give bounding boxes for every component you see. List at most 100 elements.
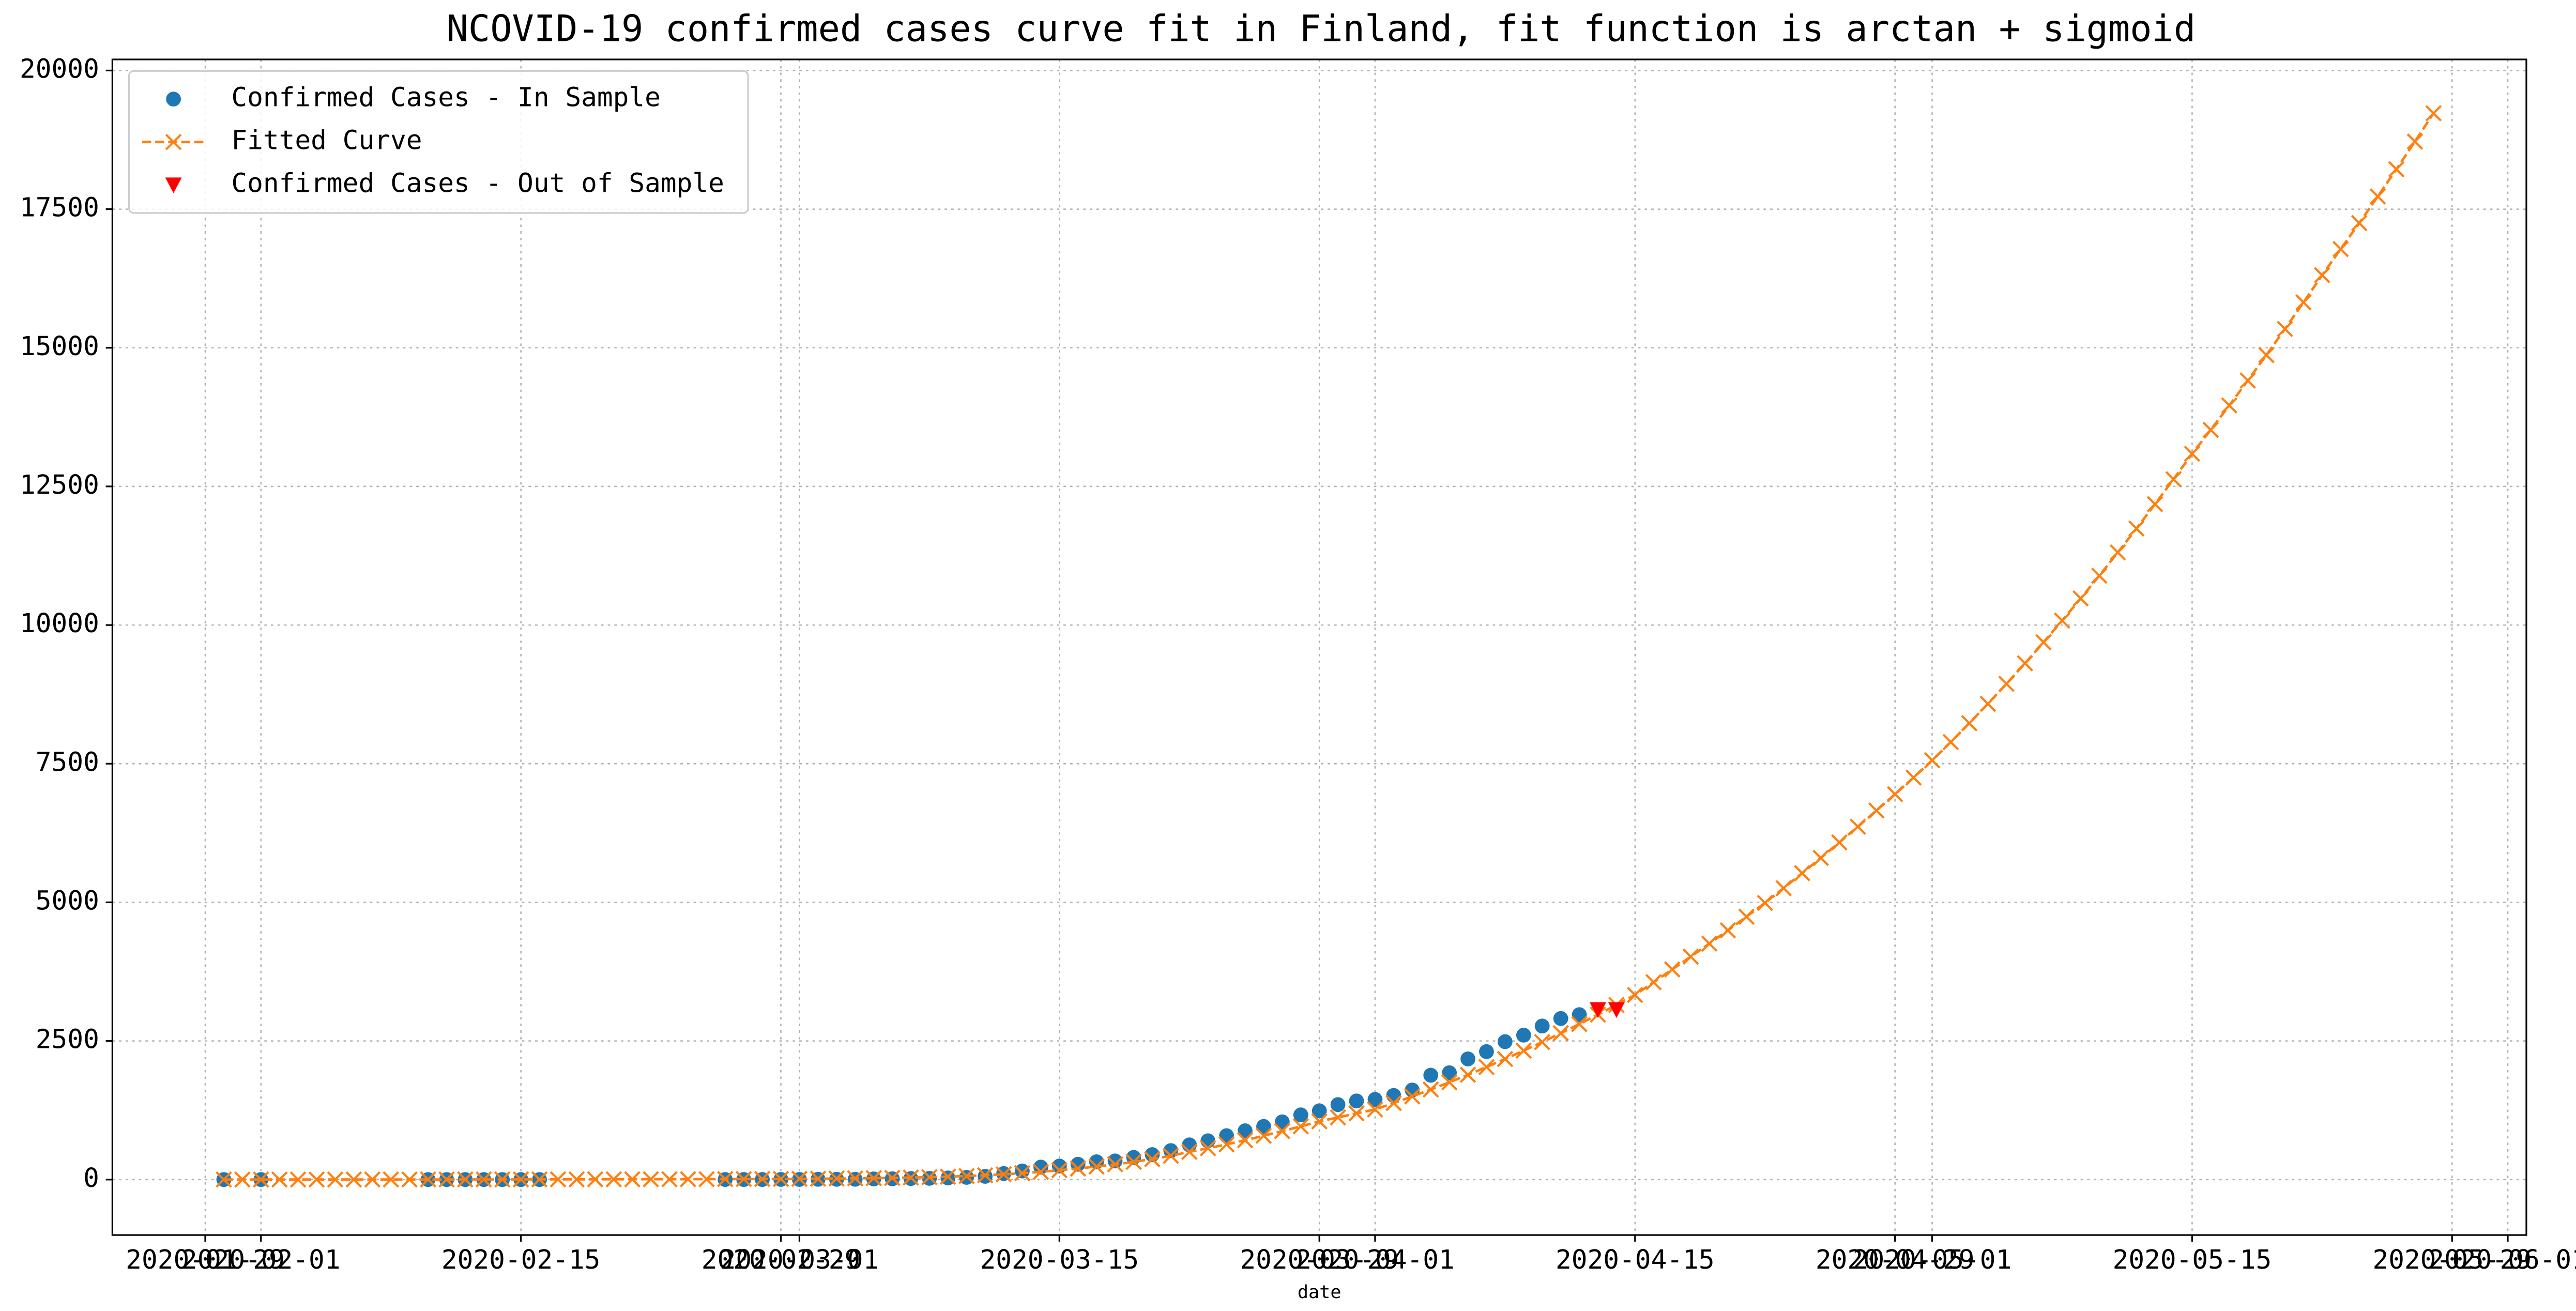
data-point: [2091, 567, 2108, 584]
data-point: [1162, 1147, 1179, 1164]
data-point: [1051, 1162, 1068, 1179]
legend-marker: [165, 133, 182, 150]
legend-label: Fitted Curve: [231, 126, 422, 156]
data-point: [1515, 1042, 1532, 1059]
x-tick-label: 2020-03-01: [720, 1245, 879, 1275]
data-point: [475, 1171, 492, 1188]
data-point: [2388, 161, 2405, 178]
data-point: [698, 1171, 715, 1187]
data-point: [1274, 1114, 1290, 1130]
data-point: [1014, 1165, 1031, 1182]
legend-box: [128, 70, 749, 214]
data-point: [1961, 715, 1978, 731]
y-tick-label: 20000: [20, 54, 99, 84]
data-point: [1033, 1160, 1048, 1175]
data-point: [735, 1170, 752, 1187]
data-point: [1404, 1088, 1421, 1105]
data-point: [1572, 1007, 1587, 1023]
legend: Confirmed Cases - In Sample Fitted Curve C…: [128, 70, 749, 214]
data-point: [327, 1171, 344, 1188]
data-point: [754, 1170, 771, 1187]
data-point: [1293, 1107, 1308, 1122]
data-point: [1479, 1044, 1494, 1059]
data-point: [383, 1171, 400, 1188]
data-point: [624, 1171, 641, 1188]
data-point: [1775, 880, 1792, 896]
data-point: [1886, 786, 1903, 803]
x-tick-label: 2020-04-01: [1295, 1245, 1455, 1275]
data-point: [2332, 240, 2349, 257]
data-point: [1255, 1127, 1272, 1144]
chart-title: NCOVID-19 confirmed cases curve fit in F…: [447, 8, 2196, 50]
data-point: [1386, 1088, 1401, 1103]
data-point: [550, 1171, 567, 1188]
data-point: [1199, 1140, 1216, 1157]
data-point: [1348, 1105, 1365, 1122]
data-point: [717, 1171, 734, 1187]
data-point: [2109, 544, 2126, 561]
data-point: [865, 1170, 882, 1186]
data-point: [1125, 1153, 1142, 1170]
data-point: [772, 1170, 789, 1187]
data-point: [1645, 974, 1662, 990]
data-point: [1312, 1103, 1327, 1119]
data-point: [1423, 1068, 1439, 1083]
data-point: [921, 1169, 938, 1185]
data-point: [457, 1171, 474, 1188]
data-point: [1905, 769, 1922, 786]
data-point: [791, 1170, 808, 1187]
data-point: [2072, 590, 2089, 607]
data-point: [680, 1171, 696, 1187]
data-point: [1441, 1074, 1458, 1091]
data-point: [308, 1171, 325, 1188]
data-point: [345, 1171, 362, 1188]
data-point: [605, 1171, 622, 1188]
data-point: [1497, 1050, 1514, 1068]
data-point: [1032, 1163, 1049, 1180]
data-point: [1719, 922, 1736, 939]
legend-marker: [166, 92, 181, 107]
data-point: [1998, 675, 2015, 692]
data-point: [2295, 294, 2312, 311]
data-point: [1422, 1081, 1439, 1098]
data-point: [271, 1171, 288, 1188]
x-tick-label: 2020-02-29: [702, 1245, 861, 1275]
data-point: [2017, 655, 2033, 672]
data-point: [884, 1169, 901, 1186]
y-tick-label: 5000: [36, 886, 99, 916]
y-tick-label: 0: [83, 1163, 99, 1194]
data-point: [1979, 695, 1996, 712]
data-point: [1794, 865, 1810, 881]
data-point: [438, 1171, 455, 1188]
data-point: [1812, 849, 1829, 866]
y-tick-label: 7500: [36, 747, 99, 778]
data-point: [1219, 1128, 1234, 1144]
data-point: [903, 1169, 919, 1186]
data-point: [1701, 935, 1718, 952]
data-point: [1237, 1132, 1254, 1149]
data-point: [2054, 612, 2070, 629]
data-point: [531, 1171, 548, 1188]
data-point: [939, 1168, 956, 1185]
data-point: [1850, 818, 1866, 835]
data-point: [1367, 1101, 1383, 1118]
data-point: [1516, 1028, 1531, 1043]
x-tick-label: 2020-03-15: [980, 1245, 1139, 1275]
data-point: [1385, 1094, 1402, 1111]
data-point: [1924, 752, 1941, 769]
x-tick-label: 2020-05-15: [2113, 1245, 2272, 1275]
data-point: [1664, 961, 1681, 978]
data-point: [1738, 908, 1755, 925]
data-point: [995, 1166, 1012, 1183]
data-point: [1534, 1033, 1551, 1050]
x-tick-label: 2020-05-29: [2372, 1245, 2532, 1275]
data-point: [1349, 1093, 1364, 1109]
data-point: [2314, 267, 2330, 284]
data-point: [1831, 834, 1848, 851]
data-point: [2184, 445, 2201, 462]
data-point: [252, 1171, 269, 1188]
data-point: [1292, 1118, 1309, 1135]
data-point: [1218, 1136, 1235, 1153]
